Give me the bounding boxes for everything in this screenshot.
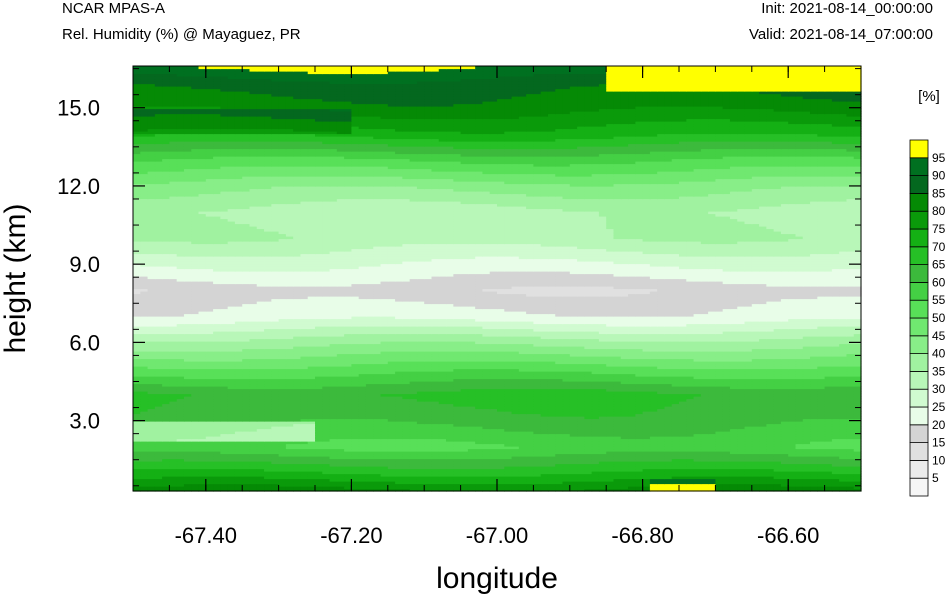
humidity-field	[133, 66, 862, 492]
cross-section-chart: -67.40 -67.20 -67.00 -66.80 -66.603.06.09.01…	[0, 0, 949, 597]
